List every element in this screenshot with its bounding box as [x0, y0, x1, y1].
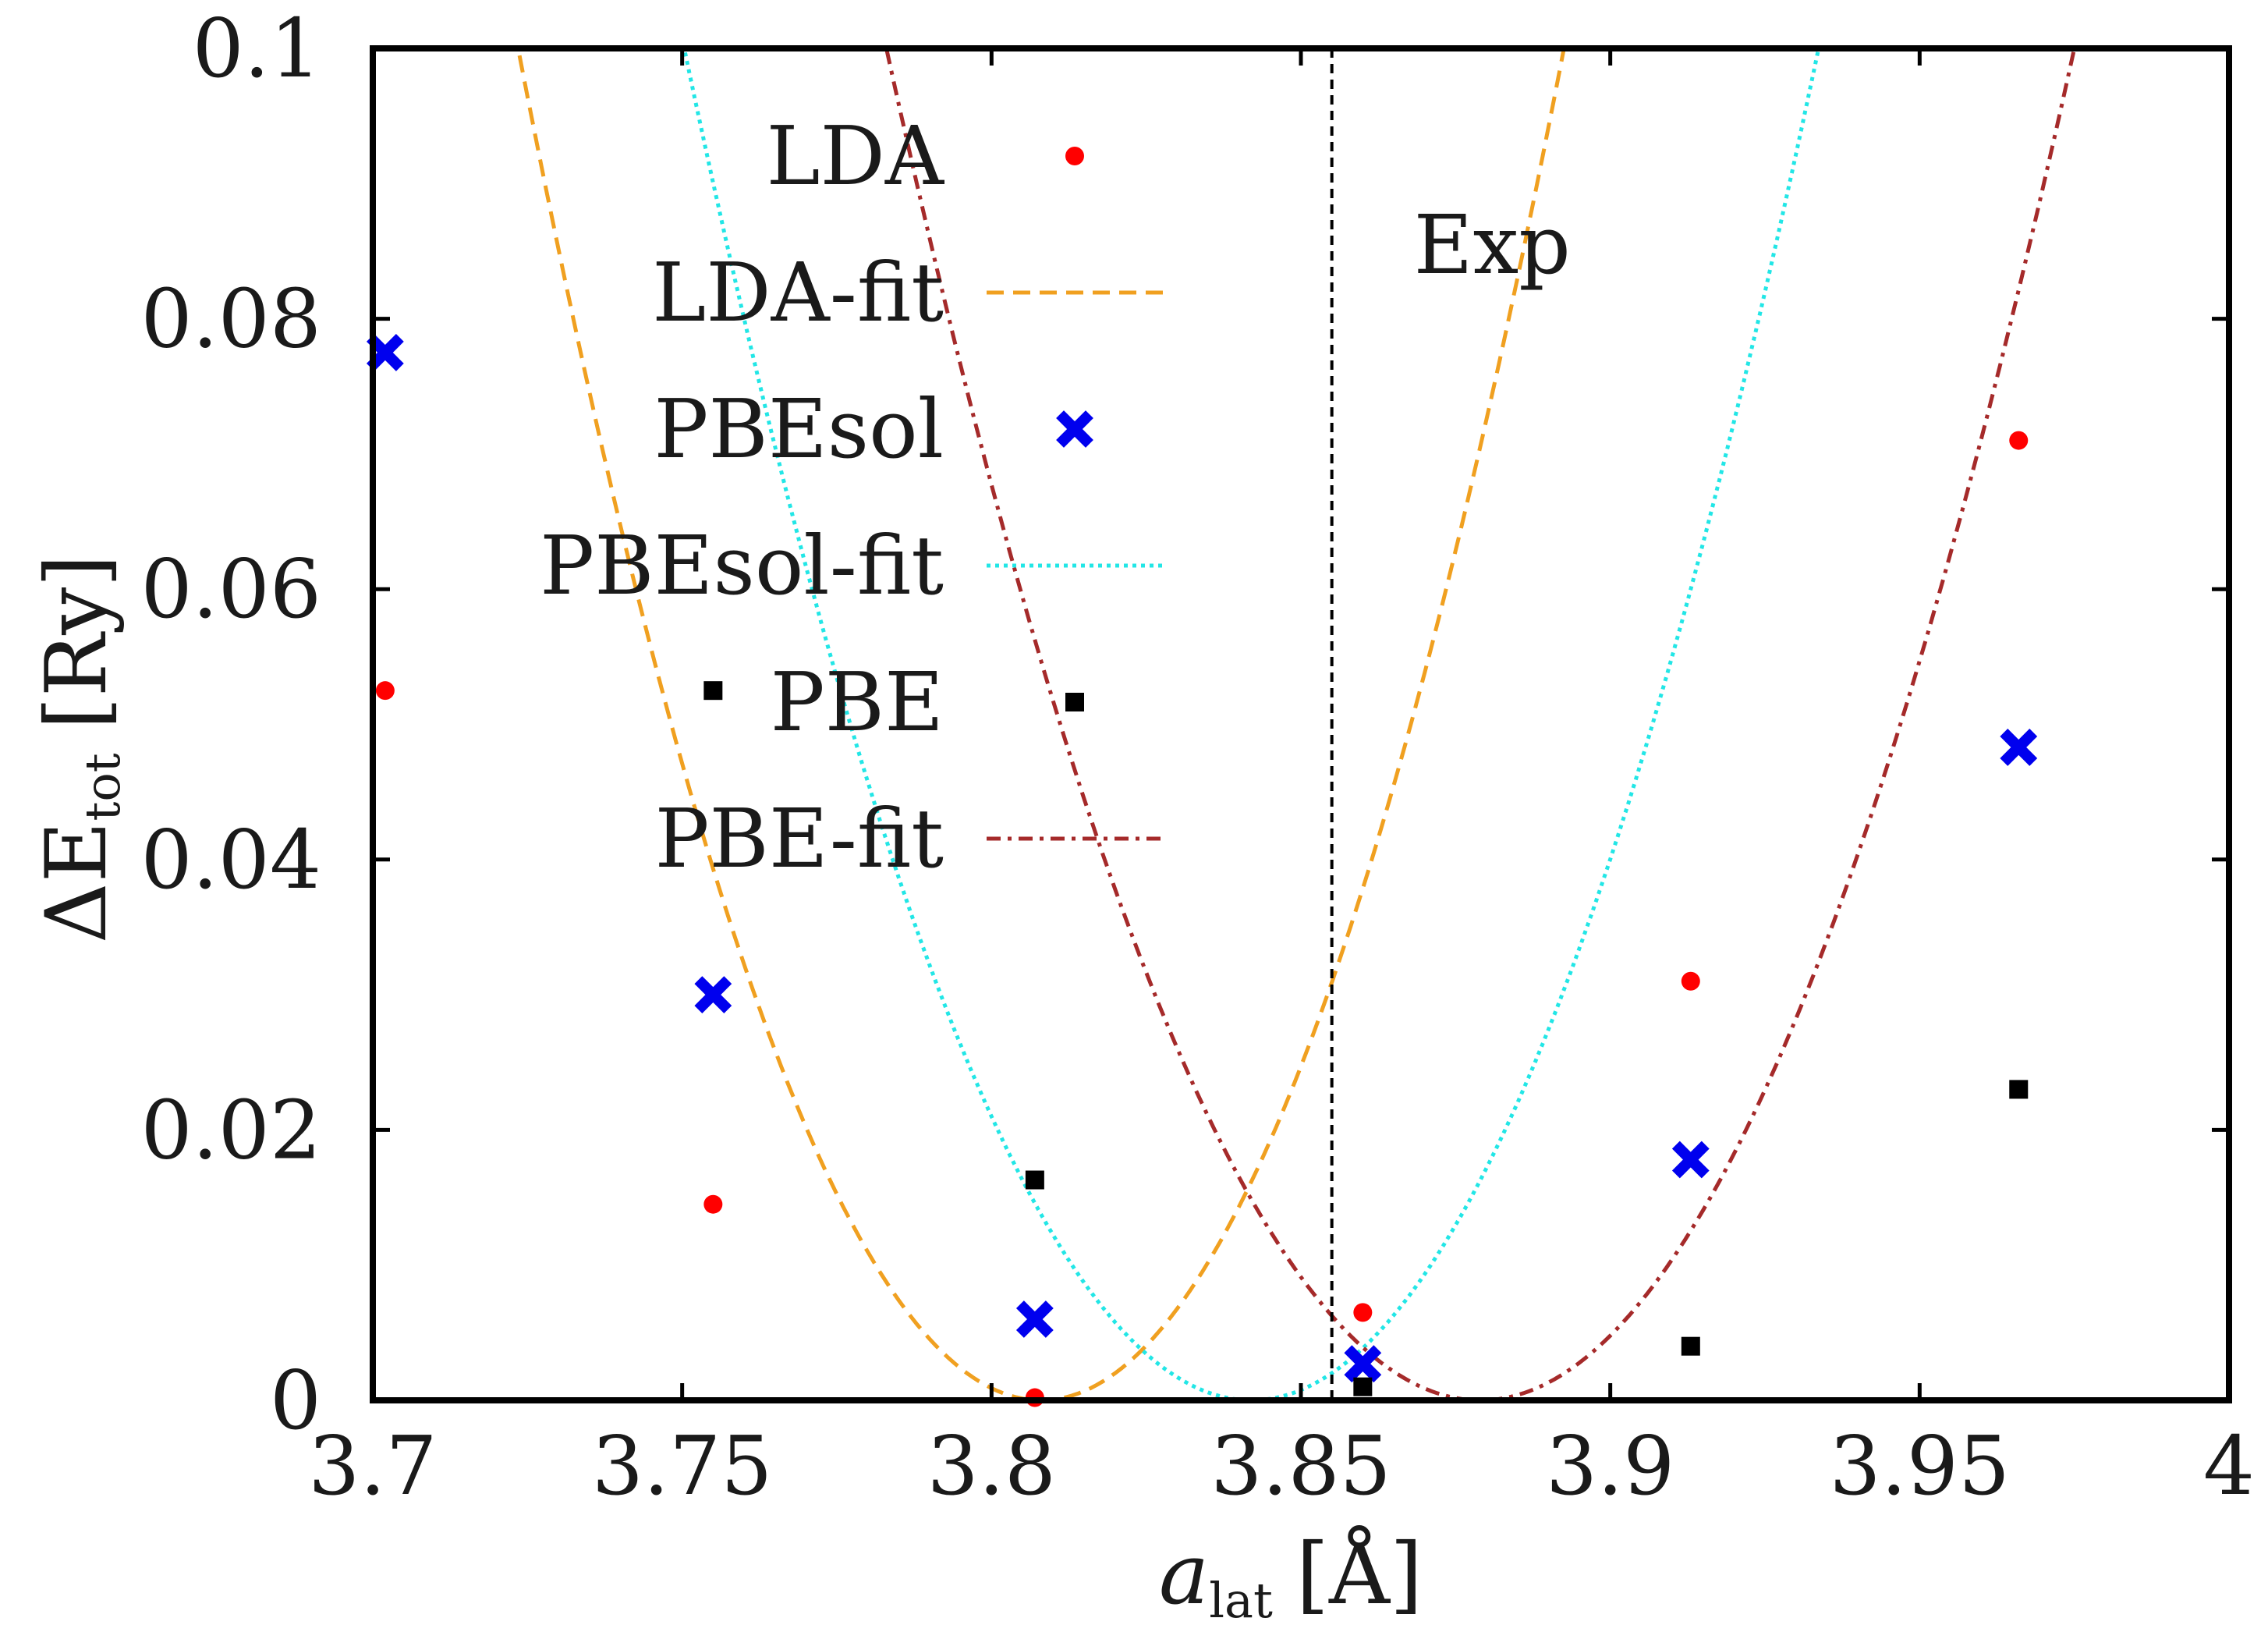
point-pbesol [2000, 729, 2038, 766]
point-pbesol [1015, 1300, 1054, 1338]
y-tick-label: 0.06 [140, 541, 321, 637]
point-pbe [2009, 1080, 2029, 1099]
point-pbe [703, 681, 723, 701]
y-tick-label: 0.1 [193, 1, 321, 96]
reference-line-group: Exp [1330, 48, 1571, 1400]
fit-curves [516, 48, 2077, 1400]
point-pbesol [1344, 1345, 1382, 1383]
point-lda [1681, 971, 1700, 991]
tick-labels: 3.7 3.75 3.8 3.85 3.9 3.95 4 0 0.02 0.04 0.06 0.08 0… [140, 1, 2255, 1513]
plot-frame [370, 45, 2232, 1403]
curve-pbe-fit [884, 48, 2077, 1400]
point-pbe [1681, 1336, 1700, 1356]
point-pbesol [694, 976, 732, 1013]
y-tick-label: 0 [270, 1353, 321, 1448]
legend-marker-lda [1065, 147, 1084, 165]
x-tick-label: 3.75 [592, 1418, 773, 1513]
legend: LDA LDA-fit PBEsol PBEsol-fit PBE PBE-fit [540, 108, 1166, 886]
point-pbesol [1671, 1141, 1710, 1179]
legend-marker-pbesol [1056, 410, 1093, 448]
x-axis-label: alat [Å] [1159, 1524, 1423, 1625]
legend-label-pbesol-fit: PBEsol-fit [540, 518, 944, 613]
reference-line-label: Exp [1414, 197, 1571, 293]
legend-label-lda-fit: LDA-fit [652, 245, 944, 340]
point-pbesol [366, 334, 404, 371]
x-tick-label: 4 [2203, 1418, 2255, 1513]
point-pbe [1025, 1170, 1044, 1190]
axis-ticks [370, 46, 2231, 1403]
legend-label-pbe-fit: PBE-fit [654, 791, 944, 886]
curve-lda-fit [516, 48, 1566, 1400]
legend-label-pbesol: PBEsol [654, 381, 944, 477]
curve-pbesol-fit [682, 48, 1821, 1400]
y-tick-label: 0.08 [140, 271, 321, 367]
x-tick-label: 3.85 [1210, 1418, 1391, 1513]
x-tick-label: 3.95 [1830, 1418, 2011, 1513]
x-tick-label: 3.9 [1546, 1418, 1674, 1513]
plot-border [370, 45, 2232, 1403]
point-lda [703, 1194, 723, 1214]
x-tick-label: 3.8 [927, 1418, 1056, 1513]
point-lda [2009, 431, 2029, 450]
point-pbe [1353, 1377, 1373, 1396]
data-points [366, 334, 2038, 1407]
legend-label-lda: LDA [766, 108, 944, 204]
y-tick-label: 0.04 [140, 812, 321, 907]
axis-labels: alat [Å] ΔEtot[Ry] [28, 555, 1423, 1625]
legend-marker-pbe [1065, 693, 1084, 711]
legend-label-pbe: PBE [771, 655, 944, 750]
y-axis-label: ΔEtot[Ry] [28, 555, 131, 944]
point-lda [375, 681, 395, 701]
point-lda [1353, 1303, 1373, 1322]
x-tick-label: 3.7 [308, 1418, 437, 1513]
y-tick-label: 0.02 [140, 1082, 321, 1177]
